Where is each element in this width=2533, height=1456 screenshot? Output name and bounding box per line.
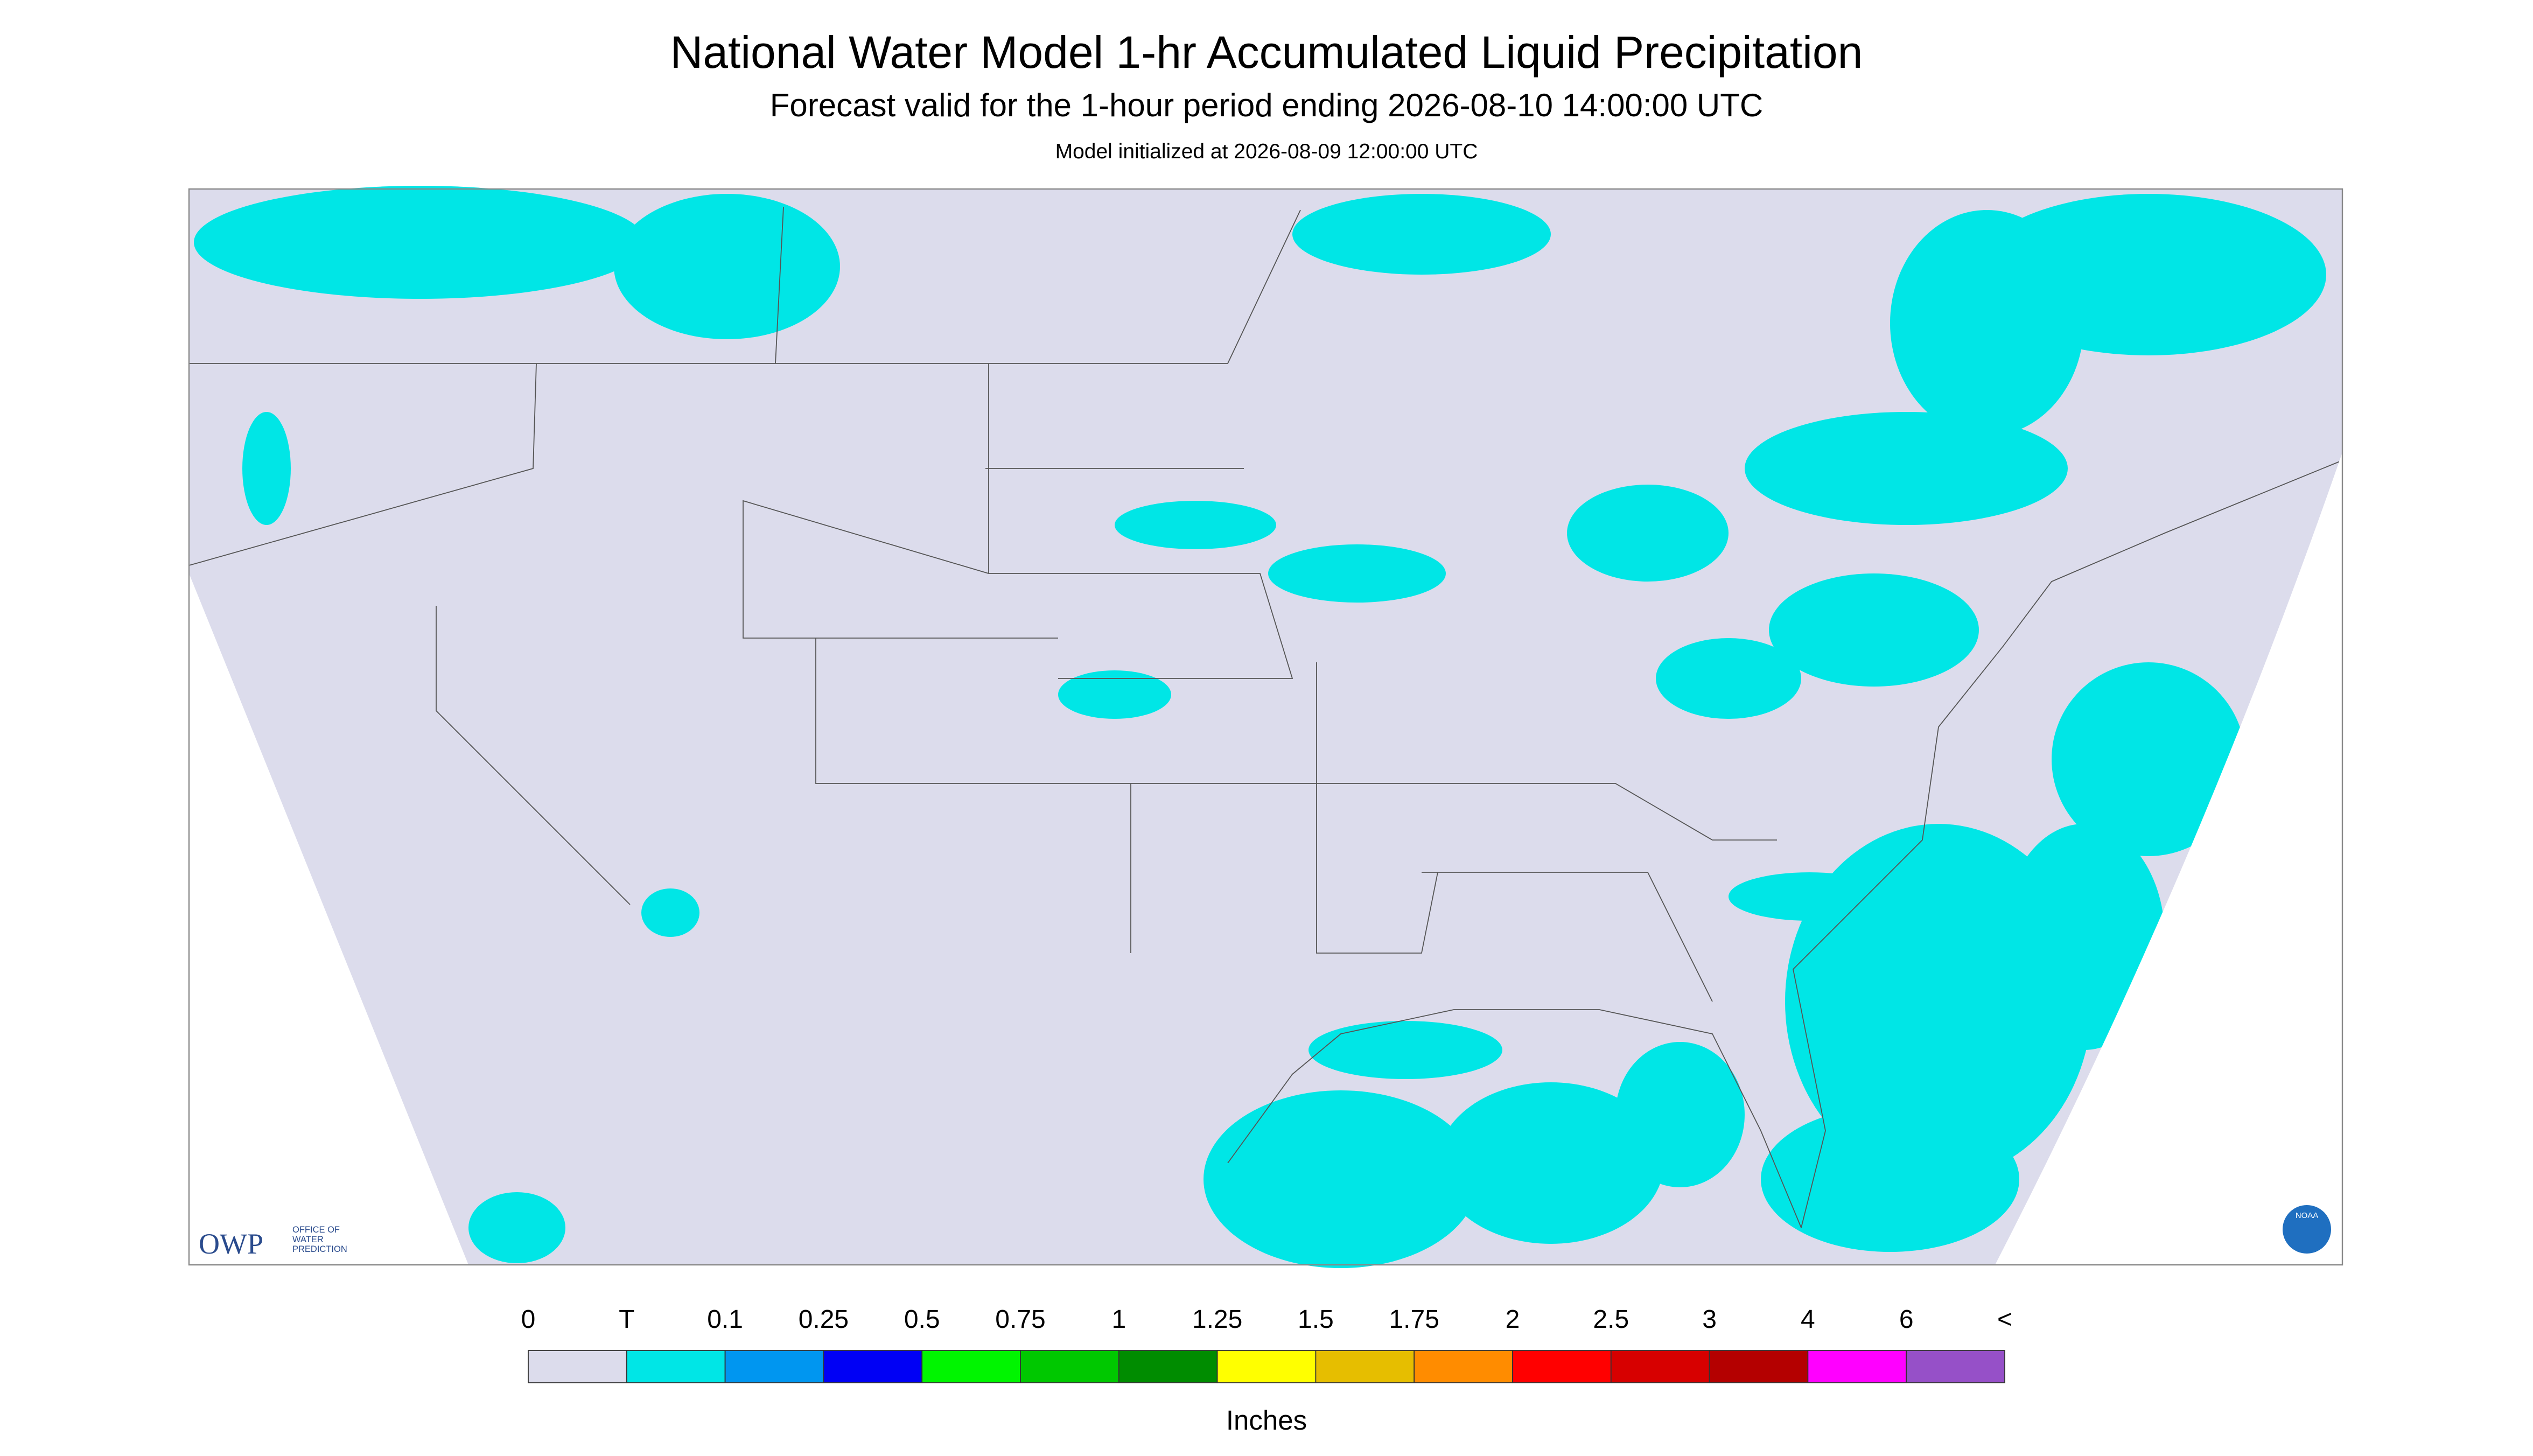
legend-swatch [1709, 1350, 1809, 1383]
legend-label: 0.25 [799, 1305, 849, 1334]
precip-area [1438, 1082, 1664, 1244]
precip-area-heavy [1727, 675, 1746, 689]
precip-area [2003, 824, 2165, 1051]
legend-label: 0.75 [995, 1305, 1045, 1334]
legend-swatch [823, 1350, 923, 1383]
precip-area [194, 186, 646, 299]
precip-area [2052, 662, 2245, 857]
projection-edge [1995, 452, 2342, 1265]
owp-text: OFFICE OF WATER PREDICTION [292, 1225, 347, 1254]
precip-area [1567, 485, 1729, 582]
map: OWP OFFICE OF WATER PREDICTION NOAA [188, 186, 2343, 1269]
precip-area [1615, 1042, 1745, 1188]
legend-swatch [1414, 1350, 1513, 1383]
precip-area [468, 1192, 565, 1264]
legend-swatch [1610, 1350, 1710, 1383]
legend-label: 6 [1899, 1305, 1914, 1334]
noaa-logo [2283, 1205, 2331, 1254]
legend-swatch [1315, 1350, 1415, 1383]
legend-label: 1.5 [1298, 1305, 1334, 1334]
title: National Water Model 1-hr Accumulated Li… [670, 27, 1863, 78]
precip-areas [194, 186, 2326, 1269]
legend-label: 2.5 [1593, 1305, 1629, 1334]
legend-label: 0.1 [707, 1305, 743, 1334]
precip-area [641, 888, 699, 937]
boundaries [188, 206, 2343, 1228]
precip-area [1115, 501, 1276, 550]
precip-area [1203, 1090, 1478, 1269]
legend-label: 1 [1111, 1305, 1126, 1334]
legend-label: 1.75 [1389, 1305, 1439, 1334]
subtitle: Forecast valid for the 1-hour period end… [770, 87, 1763, 123]
map-frame [188, 188, 2343, 1266]
legend-label: 0 [521, 1305, 536, 1334]
precip-area [1309, 1021, 1502, 1080]
legend-swatch [1512, 1350, 1612, 1383]
legend-label: 2 [1506, 1305, 1520, 1334]
noaa-logo-text: NOAA [2296, 1211, 2319, 1220]
legend-swatch [1906, 1350, 2005, 1383]
legend: 0 T 0.1 0.25 0.5 0.75 1 1.25 1.5 1.75 2 2.5 3 4 6 < [521, 1305, 2012, 1383]
legend-unit: Inches [1226, 1405, 1307, 1436]
legend-label: 4 [1801, 1305, 1815, 1334]
precip-area [1761, 1107, 2019, 1252]
legend-label: 0.5 [904, 1305, 940, 1334]
precip-area [242, 412, 291, 526]
init-note: Model initialized at 2026-08-09 12:00:00… [1055, 140, 1478, 163]
precip-area [1745, 412, 2068, 526]
legend-label: 3 [1702, 1305, 1717, 1334]
precip-area [614, 194, 840, 340]
legend-swatch [1216, 1350, 1317, 1383]
precip-area [1268, 544, 1446, 603]
owp-text-line: WATER [292, 1235, 324, 1244]
precip-area [1971, 194, 2326, 356]
legend-label: < [1997, 1305, 2012, 1334]
legend-label: T [619, 1305, 634, 1334]
precip-area [1058, 670, 1171, 719]
precip-area [1769, 573, 1979, 687]
legend-swatch [724, 1350, 824, 1383]
projection-edge [189, 573, 468, 1265]
owp-logo: OWP [199, 1228, 263, 1260]
owp-text-line: OFFICE OF [292, 1225, 340, 1235]
legend-swatch [1020, 1350, 1119, 1383]
legend-swatch [1807, 1350, 1907, 1383]
legend-swatch [1118, 1350, 1218, 1383]
owp-text-line: PREDICTION [292, 1244, 347, 1254]
legend-swatch [528, 1350, 627, 1383]
legend-label: 1.25 [1192, 1305, 1242, 1334]
precip-area-heavy [1953, 890, 1972, 904]
precip-area [1292, 194, 1551, 275]
legend-swatch [626, 1350, 726, 1383]
legend-swatch [921, 1350, 1021, 1383]
